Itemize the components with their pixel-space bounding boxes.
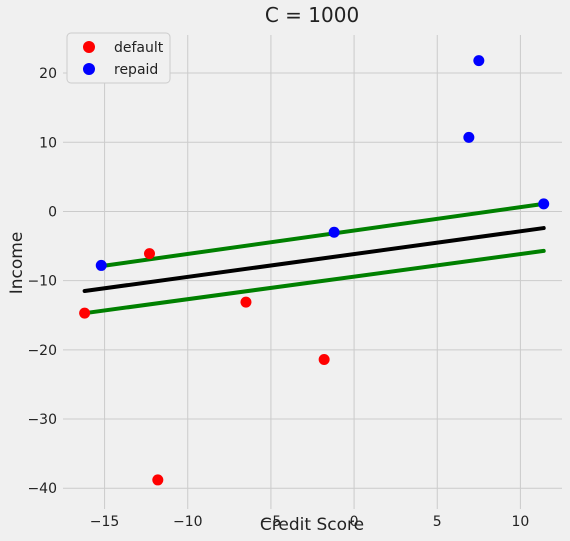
tick-labels: −15 −10 −5 0 5 10 −40 −30 −20 −10 0 10 20	[27, 66, 529, 530]
y-tick-label: −30	[27, 412, 57, 428]
margin-upper-line	[99, 201, 546, 269]
x-tick-label: −15	[90, 514, 120, 530]
legend-marker-default	[83, 41, 95, 53]
y-tick-label: −20	[27, 343, 57, 359]
point-repaid	[95, 259, 107, 271]
point-default	[79, 307, 91, 319]
margin-lower-line	[82, 248, 546, 316]
legend: default repaid	[66, 32, 171, 84]
point-repaid	[463, 131, 475, 143]
grid	[63, 35, 562, 509]
legend-marker-repaid	[83, 63, 95, 75]
point-default	[318, 354, 330, 366]
x-tick-label: 10	[512, 514, 530, 530]
legend-label-repaid: repaid	[114, 62, 158, 78]
data-points	[79, 55, 550, 486]
point-default	[143, 248, 155, 260]
x-axis-label: Credit Score	[260, 515, 364, 535]
y-tick-label: 20	[39, 66, 57, 82]
fit-lines	[82, 201, 546, 316]
x-tick-label: 5	[433, 514, 442, 530]
point-repaid	[538, 198, 550, 210]
plot-area	[63, 35, 562, 509]
y-tick-label: 0	[48, 204, 57, 220]
decision-boundary-line	[82, 226, 546, 294]
x-tick-label: −5	[261, 514, 282, 530]
y-tick-label: −10	[27, 274, 57, 290]
point-repaid	[328, 226, 340, 238]
y-tick-label: −40	[27, 481, 57, 497]
point-default	[240, 296, 252, 308]
point-default	[152, 474, 164, 486]
x-tick-label: −10	[173, 514, 203, 530]
legend-label-default: default	[114, 40, 164, 56]
y-tick-label: 10	[39, 135, 57, 151]
chart-title: C = 1000	[265, 3, 359, 27]
point-repaid	[473, 55, 485, 67]
y-axis-label: Income	[7, 232, 27, 295]
x-tick-label: 0	[350, 514, 359, 530]
